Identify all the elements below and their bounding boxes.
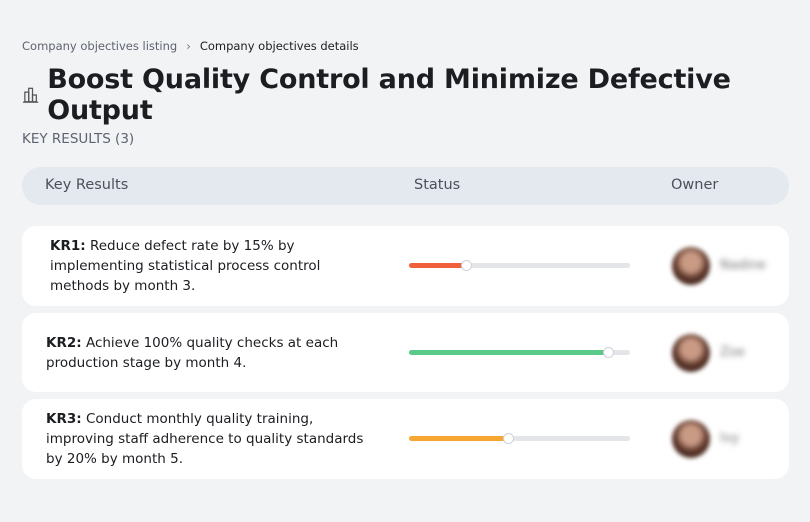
owner-avatar: [672, 420, 710, 458]
breadcrumb: Company objectives listing › Company obj…: [22, 39, 359, 53]
progress-fill: [409, 263, 467, 268]
page-title: Boost Quality Control and Minimize Defec…: [47, 64, 731, 126]
key-result-content: KR3: Conduct monthly quality training, i…: [46, 409, 366, 469]
key-result-row: KR2: Achieve 100% quality checks at each…: [22, 313, 789, 392]
key-result-text: KR1: Reduce defect rate by 15% by implem…: [50, 226, 370, 306]
owner-name: Zoe: [720, 344, 745, 360]
breadcrumb-link[interactable]: Company objectives listing: [22, 39, 178, 53]
key-result-content: KR1: Reduce defect rate by 15% by implem…: [50, 236, 370, 296]
progress-fill: [409, 349, 608, 355]
key-result-code: KR1:: [50, 238, 86, 254]
title-row: Boost Quality Control and Minimize Defec…: [22, 64, 810, 126]
progress-knob: [461, 260, 473, 271]
progress-fill: [409, 436, 509, 441]
owner-name: Nadine: [720, 258, 766, 273]
owner-avatar: [672, 247, 710, 285]
breadcrumb-current: Company objectives details: [199, 39, 359, 53]
progress-knob: [503, 433, 515, 444]
key-result-text: KR2: Achieve 100% quality checks at each…: [46, 313, 366, 392]
progress-track: [409, 260, 630, 271]
key-result-description: Reduce defect rate by 15% by implementin…: [50, 238, 321, 294]
breadcrumb-separator: ›: [186, 39, 191, 53]
key-result-description: Conduct monthly quality training, improv…: [46, 411, 364, 467]
progress-track: [409, 433, 630, 444]
key-result-row: KR3: Conduct monthly quality training, i…: [22, 399, 789, 479]
owner-avatar: [672, 333, 710, 372]
progress-track: [409, 346, 630, 358]
key-result-code: KR3:: [46, 411, 82, 427]
title-icon: [22, 87, 39, 103]
key-result-code: KR2:: [46, 334, 82, 351]
key-result-row: KR1: Reduce defect rate by 15% by implem…: [22, 226, 789, 306]
progress-knob: [602, 346, 614, 358]
key-result-content: KR2: Achieve 100% quality checks at each…: [46, 333, 366, 373]
key-result-text: KR3: Conduct monthly quality training, i…: [46, 399, 366, 479]
owner-name: Ivy: [720, 431, 740, 446]
column-header: Key Results: [45, 177, 129, 193]
key-result-description: Achieve 100% quality checks at each prod…: [46, 334, 339, 371]
column-header: Owner: [671, 177, 719, 193]
column-header: Status: [414, 177, 461, 193]
section-label: KEY RESULTS (3): [22, 131, 135, 147]
table-header: Key Results Status Owner: [22, 167, 789, 205]
